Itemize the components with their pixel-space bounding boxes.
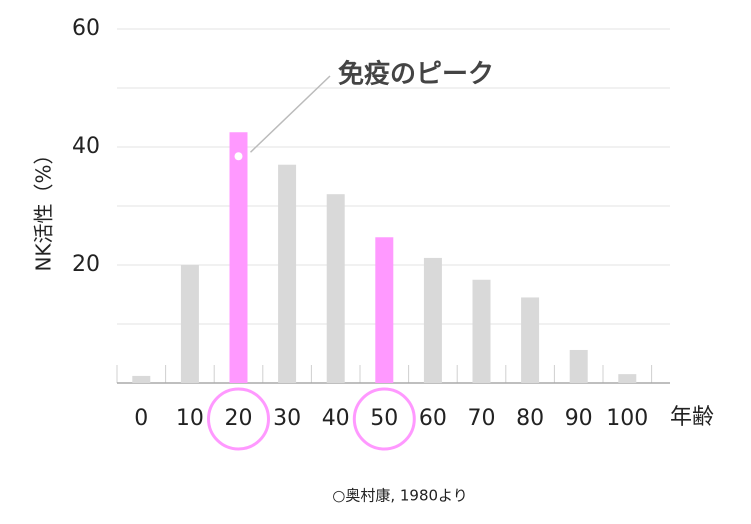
x-tick-label: 100 — [606, 406, 648, 431]
x-tick-label: 20 — [225, 406, 253, 431]
highlight-circle — [352, 387, 416, 451]
bar — [569, 349, 588, 383]
bar — [472, 279, 491, 383]
bar — [229, 132, 248, 383]
bar — [326, 194, 345, 383]
x-tick-label: 0 — [134, 406, 148, 431]
bar — [423, 257, 442, 383]
bar — [278, 164, 297, 383]
y-tick-label: 20 — [72, 252, 100, 277]
y-tick-label: 40 — [72, 134, 100, 159]
x-tick-label: 30 — [273, 406, 301, 431]
annotation: 免疫のピーク — [338, 59, 494, 90]
bar — [375, 237, 394, 383]
bar — [521, 297, 540, 383]
x-axis-label: 年齢 — [670, 405, 714, 430]
x-tick-label: 10 — [176, 406, 204, 431]
bar — [618, 374, 637, 383]
bar — [180, 265, 199, 383]
annotation-line — [249, 75, 331, 153]
bar — [132, 375, 151, 383]
x-tick-label: 80 — [516, 406, 544, 431]
highlight-circle — [207, 387, 270, 451]
x-tick-label: 90 — [565, 406, 593, 431]
y-tick-label: 60 — [72, 16, 100, 41]
x-tick-label: 40 — [322, 406, 350, 431]
source: ○奥村康, 1980より — [332, 487, 468, 505]
x-tick-label: 70 — [468, 406, 496, 431]
annotation-dot — [234, 152, 243, 161]
x-tick-label: 50 — [370, 406, 398, 431]
y-axis-label: NK活性（%） — [32, 144, 56, 271]
x-tick-label: 60 — [419, 406, 447, 431]
